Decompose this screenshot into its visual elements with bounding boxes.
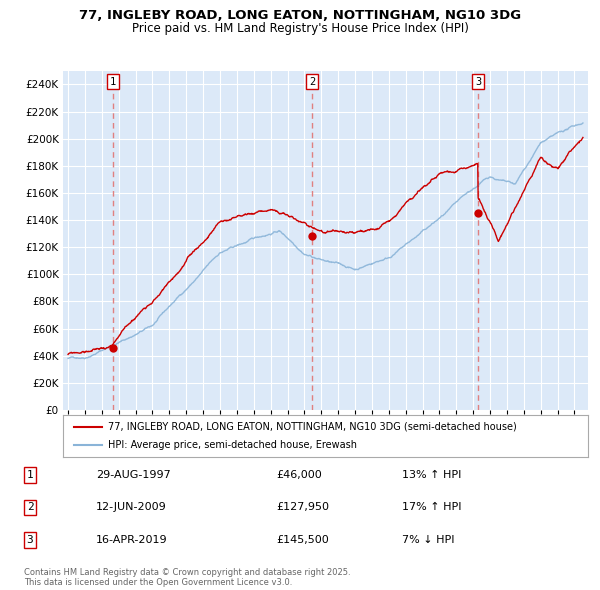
Text: 3: 3 xyxy=(26,535,34,545)
Text: 2: 2 xyxy=(26,503,34,512)
Text: 16-APR-2019: 16-APR-2019 xyxy=(96,535,167,545)
Text: 13% ↑ HPI: 13% ↑ HPI xyxy=(402,470,461,480)
Text: £145,500: £145,500 xyxy=(276,535,329,545)
Text: 77, INGLEBY ROAD, LONG EATON, NOTTINGHAM, NG10 3DG: 77, INGLEBY ROAD, LONG EATON, NOTTINGHAM… xyxy=(79,9,521,22)
Text: 1: 1 xyxy=(26,470,34,480)
Text: 2: 2 xyxy=(309,77,315,87)
Text: 12-JUN-2009: 12-JUN-2009 xyxy=(96,503,167,512)
Text: £127,950: £127,950 xyxy=(276,503,329,512)
Text: Contains HM Land Registry data © Crown copyright and database right 2025.
This d: Contains HM Land Registry data © Crown c… xyxy=(24,568,350,587)
Text: HPI: Average price, semi-detached house, Erewash: HPI: Average price, semi-detached house,… xyxy=(107,440,356,450)
Text: 3: 3 xyxy=(475,77,481,87)
Text: 7% ↓ HPI: 7% ↓ HPI xyxy=(402,535,455,545)
Text: Price paid vs. HM Land Registry's House Price Index (HPI): Price paid vs. HM Land Registry's House … xyxy=(131,22,469,35)
Text: 77, INGLEBY ROAD, LONG EATON, NOTTINGHAM, NG10 3DG (semi-detached house): 77, INGLEBY ROAD, LONG EATON, NOTTINGHAM… xyxy=(107,422,517,432)
Text: 1: 1 xyxy=(110,77,116,87)
Text: 17% ↑ HPI: 17% ↑ HPI xyxy=(402,503,461,512)
Text: 29-AUG-1997: 29-AUG-1997 xyxy=(96,470,171,480)
Text: £46,000: £46,000 xyxy=(276,470,322,480)
